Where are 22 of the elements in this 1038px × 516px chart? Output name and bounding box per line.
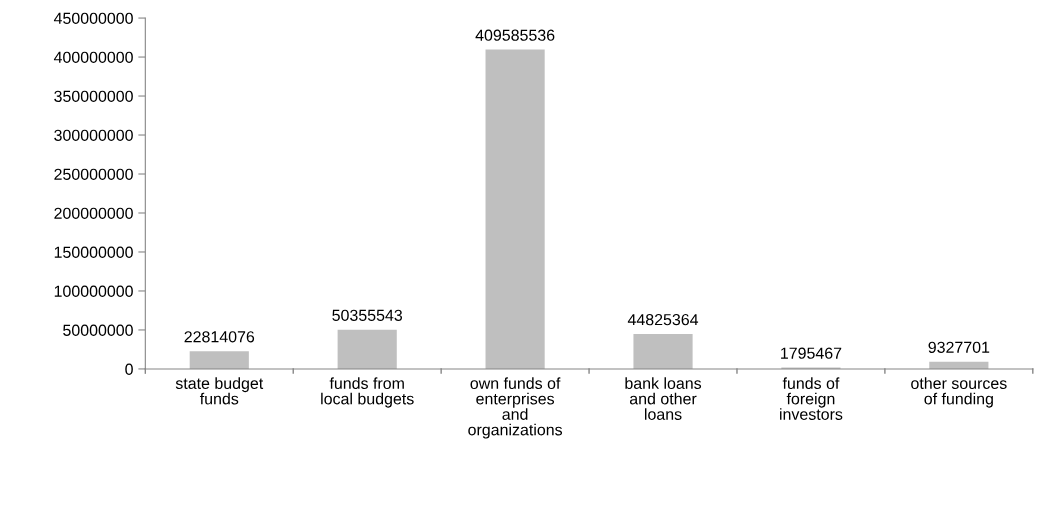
data-label: 22814076 — [184, 331, 255, 343]
data-label: 44825364 — [627, 313, 699, 326]
data-label: 9327701 — [928, 341, 990, 353]
data-label: 50355543 — [332, 309, 403, 321]
x-tick-label: other sources of funding — [911, 377, 1007, 408]
x-tick-label: state budget funds — [175, 377, 264, 405]
y-tick-label: 150000000 — [54, 246, 133, 258]
y-tick-label: 400000000 — [53, 51, 133, 63]
y-tick-label: 50000000 — [63, 324, 133, 336]
y-tick-label: 300000000 — [54, 129, 133, 141]
x-tick-label: funds of foreign investors — [780, 377, 843, 420]
y-tick-label: 200000000 — [54, 207, 133, 219]
y-tick-label: 350000000 — [54, 90, 133, 102]
x-tick-label: funds from local budgets — [321, 377, 414, 408]
data-label: 1795467 — [781, 347, 842, 359]
y-tick-label: 250000000 — [54, 168, 133, 180]
y-tick-label: 450000000 — [53, 12, 133, 24]
x-tick-label: own funds of enterprises and organizations — [468, 377, 563, 439]
data-label: 409585536 — [475, 29, 555, 41]
y-tick-label: 0 — [125, 363, 133, 375]
x-tick-label: bank loans and other loans — [625, 377, 702, 420]
y-tick-label: 100000000 — [54, 285, 133, 297]
